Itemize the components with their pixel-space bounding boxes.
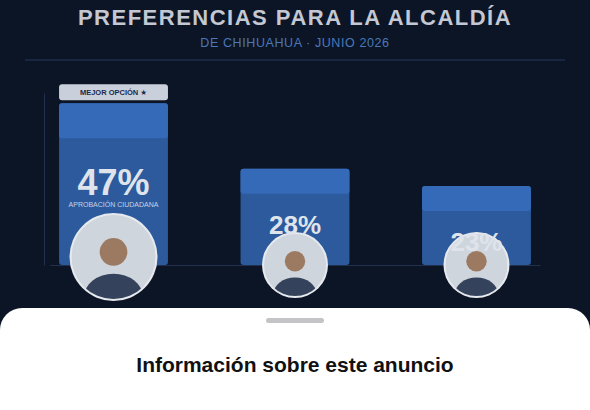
y-axis	[44, 94, 45, 266]
subtitle: DE CHIHUAHUA · JUNIO 2026	[200, 36, 389, 50]
annotation-text: APROBACIÓN CIUDADANA	[69, 200, 159, 208]
header-rule	[25, 60, 565, 61]
data-labels: 47% 28% 23%	[77, 162, 502, 257]
chart-container: PREFERENCIAS PARA LA ALCALDÍA DE CHIHUAHU…	[0, 0, 590, 410]
sheet-bg	[0, 308, 590, 410]
annotations: MEJOR OPCIÓN ★ APROBACIÓN CIUDADANA	[59, 84, 168, 208]
badge-text: MEJOR OPCIÓN ★	[80, 88, 147, 97]
bar-cap	[422, 186, 531, 211]
sheet-title: Información sobre este anuncio	[136, 353, 453, 376]
badge	[59, 84, 168, 100]
data-label: 47%	[77, 162, 149, 203]
bottom-sheet: Información sobre este anuncio	[0, 308, 590, 410]
bar-cap	[59, 103, 168, 138]
data-label: 28%	[269, 210, 321, 240]
bar	[422, 186, 531, 265]
candidate-photo	[70, 213, 158, 320]
photo-body	[455, 277, 498, 311]
photo-body	[273, 277, 316, 311]
y-axis-line	[44, 94, 45, 266]
candidate-photo	[262, 232, 328, 312]
sheet-handle	[266, 318, 324, 323]
data-label: 23%	[450, 227, 502, 257]
chart-svg: PREFERENCIAS PARA LA ALCALDÍA DE CHIHUAHU…	[0, 0, 590, 410]
photo-head	[285, 251, 305, 271]
title: PREFERENCIAS PARA LA ALCALDÍA	[78, 5, 512, 30]
bar-cap	[241, 169, 350, 194]
photo-head	[100, 238, 128, 266]
